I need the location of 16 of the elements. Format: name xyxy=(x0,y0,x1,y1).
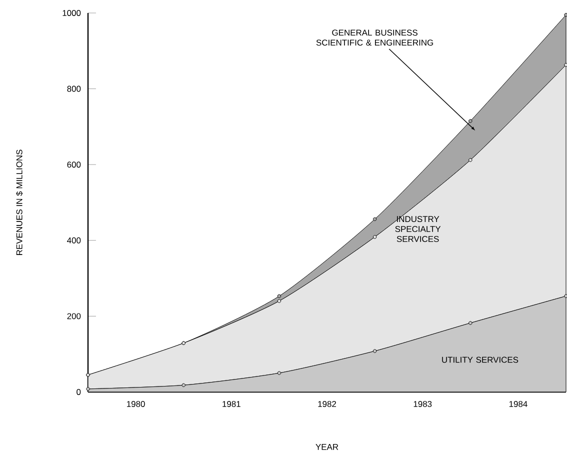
y-tick-label: 400 xyxy=(67,237,81,244)
y-tick-label: 1000 xyxy=(62,10,81,16)
series-label: INDUSTRY SPECIALTY SERVICES xyxy=(395,216,441,242)
x-axis-title: YEAR xyxy=(316,444,338,450)
x-tick-label: 1981 xyxy=(222,401,240,407)
y-tick-label: 0 xyxy=(76,388,81,395)
x-tick-label: 1982 xyxy=(318,401,336,407)
y-tick-label: 800 xyxy=(67,86,81,92)
x-tick-label: 1984 xyxy=(509,401,528,407)
x-tick-label: 1983 xyxy=(414,401,432,407)
text: GENERAL BUSINESS SCIENTIFIC & ENGINEERING xyxy=(316,30,433,46)
series-label: UTILITY SERVICES xyxy=(442,356,518,363)
y-axis-title: REVENUES IN $ MILLIONS xyxy=(16,150,23,255)
y-tick-label: 200 xyxy=(67,313,81,320)
y-tick-label: 600 xyxy=(67,162,81,168)
x-tick-label: 1980 xyxy=(127,401,145,407)
